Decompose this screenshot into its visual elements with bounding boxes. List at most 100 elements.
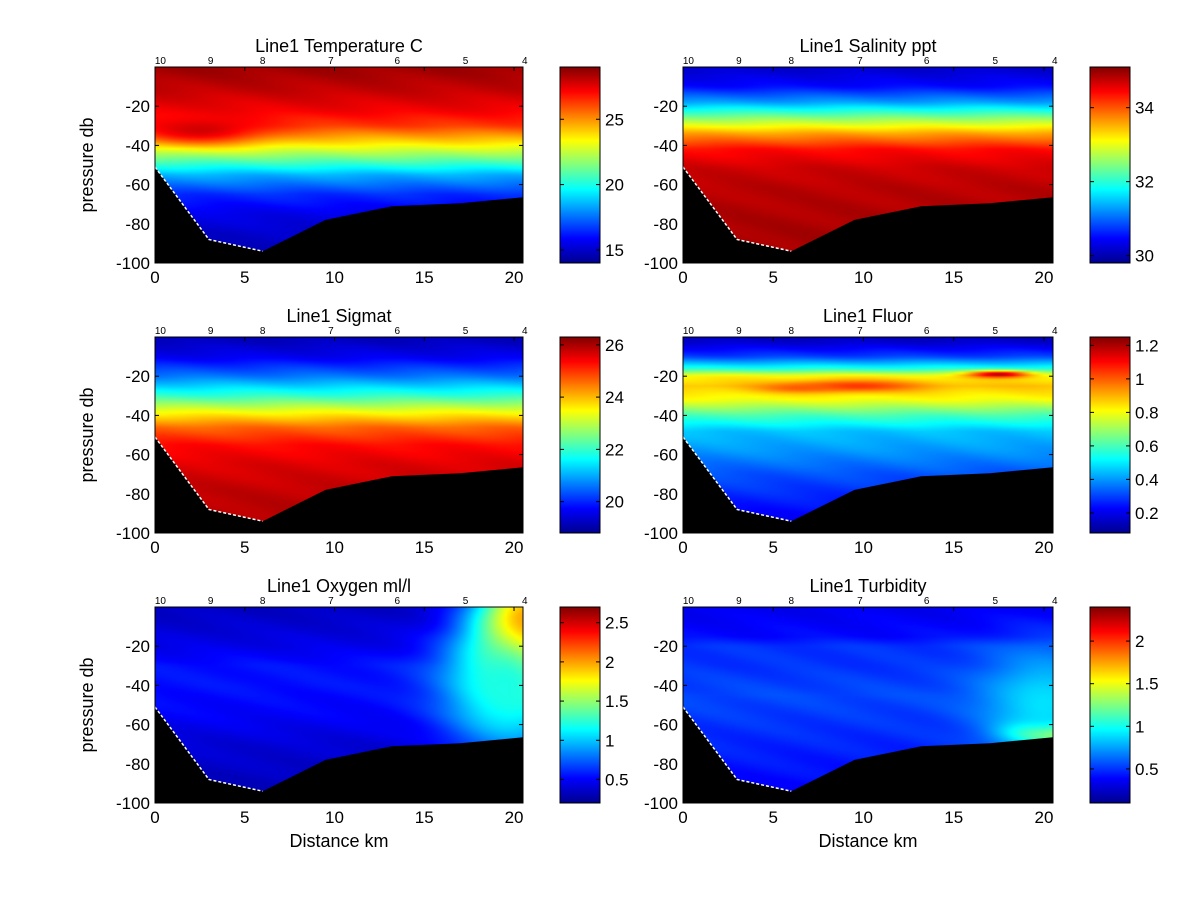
colorbar [559,66,601,264]
station-label: 7 [328,596,334,607]
x-tick-label: 20 [505,538,524,557]
station-label: 10 [683,596,695,607]
colorbar-tick-label: 2 [1135,632,1144,651]
station-label: 4 [1052,596,1058,607]
colorbar-tick-label: 0.5 [1135,760,1159,779]
x-tick-label: 10 [854,268,873,287]
y-tick-label: -60 [653,716,678,735]
colorbar [1089,66,1131,264]
axes-frame [682,66,1054,264]
seafloor-dotted-edge [682,436,792,522]
station-label: 4 [522,56,528,67]
panel-title: Line1 Salinity ppt [799,36,936,56]
x-tick-label: 20 [1035,538,1054,557]
station-label: 10 [155,326,167,337]
x-tick-label: 10 [325,808,344,827]
y-tick-label: -100 [116,794,150,813]
axes-frame [682,606,1054,804]
seafloor-dotted-edge [154,166,263,252]
y-tick-label: -100 [116,524,150,543]
x-tick-label: 15 [944,808,963,827]
x-tick-label: 15 [944,538,963,557]
x-tick-label: 15 [415,268,434,287]
panel-title: Line1 Sigmat [286,306,391,326]
panel-title: Line1 Fluor [823,306,913,326]
x-tick-label: 0 [150,268,159,287]
panel-title: Line1 Turbidity [809,576,926,596]
y-tick-label: -80 [125,755,150,774]
colorbar-tick-label: 1 [1135,717,1144,736]
x-tick-label: 5 [240,538,249,557]
x-tick-label: 0 [678,268,687,287]
y-tick-label: -80 [653,485,678,504]
x-tick-label: 20 [1035,268,1054,287]
x-tick-label: 15 [944,268,963,287]
colorbar-tick-label: 2.5 [605,614,629,633]
colorbar-tick-label: 1.2 [1135,336,1159,355]
station-label: 7 [328,56,334,67]
x-tick-label: 0 [150,808,159,827]
colorbar-tick-label: 1 [1135,370,1144,389]
x-tick-label: 20 [1035,808,1054,827]
colorbar-tick-label: 24 [605,388,624,407]
panel-3: 0 5 10 15 20 -20 -40 -60 -80 -100 10 9 8 7 6 5 4 Line1 Si… [77,306,624,557]
x-axis-label: Distance km [818,831,917,851]
y-tick-label: -40 [125,676,150,695]
colorbar-tick-label: 1.5 [1135,675,1159,694]
x-tick-label: 5 [240,268,249,287]
y-tick-label: -20 [653,367,678,386]
colorbar-tick-label: 30 [1135,247,1154,266]
y-tick-label: -80 [125,485,150,504]
panel-5: 0 5 10 15 20 -20 -40 -60 -80 -100 10 9 8 7 6 5 4 Line1 Ox… [77,576,629,851]
colorbar-tick-label: 1.5 [605,692,629,711]
panel-6: 0 5 10 15 20 -20 -40 -60 -80 -100 10 9 8 7 6 5 4 Line1 Tu… [644,576,1159,851]
station-label: 8 [789,326,795,337]
colorbar [1089,606,1131,804]
seafloor-dotted-edge [682,166,792,252]
y-tick-label: -100 [644,524,678,543]
station-label: 7 [857,326,863,337]
colorbar-tick-label: 22 [605,440,624,459]
station-label: 9 [208,326,214,337]
colorbar-tick-label: 20 [605,176,624,195]
seafloor-mask [155,437,523,533]
y-axis-label: pressure db [77,387,97,482]
axes-frame [682,336,1054,534]
panel-title: Line1 Oxygen ml/l [267,576,411,596]
station-label: 7 [857,56,863,67]
seafloor-dotted-edge [682,706,792,792]
x-tick-label: 15 [415,538,434,557]
y-tick-label: -20 [653,637,678,656]
station-label: 9 [736,596,742,607]
y-tick-label: -20 [653,97,678,116]
seafloor-dotted-edge [154,436,263,522]
station-label: 9 [208,596,214,607]
y-tick-label: -80 [653,755,678,774]
panel-1: 0 5 10 15 20 -20 -40 -60 -80 -100 10 9 8 7 6 5 4 Line1 Te… [77,36,624,287]
y-tick-label: -40 [653,676,678,695]
panel-title: Line1 Temperature C [255,36,423,56]
colorbar-tick-label: 0.8 [1135,403,1159,422]
station-label: 5 [992,56,998,67]
station-label: 8 [260,56,266,67]
station-label: 7 [328,326,334,337]
y-tick-label: -60 [125,446,150,465]
colorbar-tick-label: 32 [1135,173,1154,192]
colorbar-tick-label: 34 [1135,99,1154,118]
station-label: 5 [463,56,469,67]
seafloor-mask [683,707,1053,803]
axes-frame [154,606,524,804]
x-tick-label: 15 [415,808,434,827]
station-label: 6 [395,596,401,607]
station-label: 4 [522,326,528,337]
station-label: 5 [992,326,998,337]
station-label: 6 [924,596,930,607]
station-label: 9 [736,326,742,337]
panel-4: 0 5 10 15 20 -20 -40 -60 -80 -100 10 9 8 7 6 5 4 Line1 Fl… [644,306,1159,557]
y-tick-label: -80 [653,215,678,234]
station-label: 5 [463,326,469,337]
x-axis-label: Distance km [289,831,388,851]
y-tick-label: -40 [653,136,678,155]
y-axis-label: pressure db [77,657,97,752]
y-tick-label: -20 [125,367,150,386]
